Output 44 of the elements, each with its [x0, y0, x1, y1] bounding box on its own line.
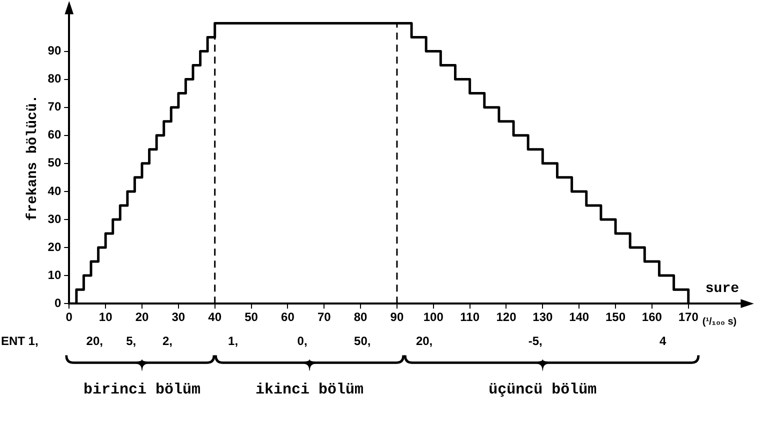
x-tick-label: 0: [66, 310, 73, 324]
y-axis-title: frekans bölücü.: [24, 94, 41, 221]
text: (¹/₁₀₀ s): [702, 316, 737, 328]
y-tick-label: 20: [48, 240, 62, 254]
y-tick-label: 10: [48, 268, 62, 282]
y-tick-label: 90: [48, 44, 62, 58]
x-tick-label: 100: [423, 310, 444, 324]
text: birinci bölüm: [83, 381, 201, 398]
x-tick-label: 60: [281, 310, 295, 324]
text: 0,: [297, 334, 308, 348]
x-tick-label: 90: [390, 310, 404, 324]
y-tick-label: 60: [48, 128, 62, 142]
x-tick-label: 70: [317, 310, 332, 324]
x-tick-label: 110: [460, 310, 480, 324]
text: -5,: [528, 334, 542, 348]
x-tick-label: 160: [642, 310, 662, 324]
y-tick-label: 80: [48, 72, 62, 86]
x-tick-label: 20: [135, 310, 149, 324]
x-tick-label: 130: [532, 310, 553, 324]
x-tick-label: 80: [354, 310, 368, 324]
text: ikinci bölüm: [256, 381, 364, 398]
text: 50,: [354, 334, 371, 348]
x-tick-label: 150: [606, 310, 626, 324]
x-axis-title: sure: [705, 281, 739, 298]
y-tick-label: 0: [54, 296, 62, 310]
text: 1,: [228, 334, 238, 348]
text: 2,: [162, 334, 172, 348]
text: 20,: [416, 334, 433, 348]
x-tick-label: 10: [98, 310, 113, 324]
x-tick-label: 120: [496, 310, 517, 324]
y-tick-label: 50: [48, 156, 62, 170]
y-tick-label: 30: [48, 212, 62, 226]
x-tick-label: 40: [208, 310, 222, 324]
x-tick-label: 30: [172, 310, 186, 324]
text: üçüncü bölüm: [488, 381, 597, 398]
x-tick-label: 140: [569, 310, 590, 324]
text: 4: [660, 334, 667, 348]
y-tick-label: 40: [48, 184, 62, 198]
y-tick-label: 70: [48, 100, 62, 114]
text: 20,: [86, 334, 103, 348]
text: ENT 1,: [0, 334, 38, 348]
x-tick-label: 170: [678, 310, 699, 324]
text: 5,: [126, 334, 136, 348]
x-tick-label: 50: [244, 310, 258, 324]
